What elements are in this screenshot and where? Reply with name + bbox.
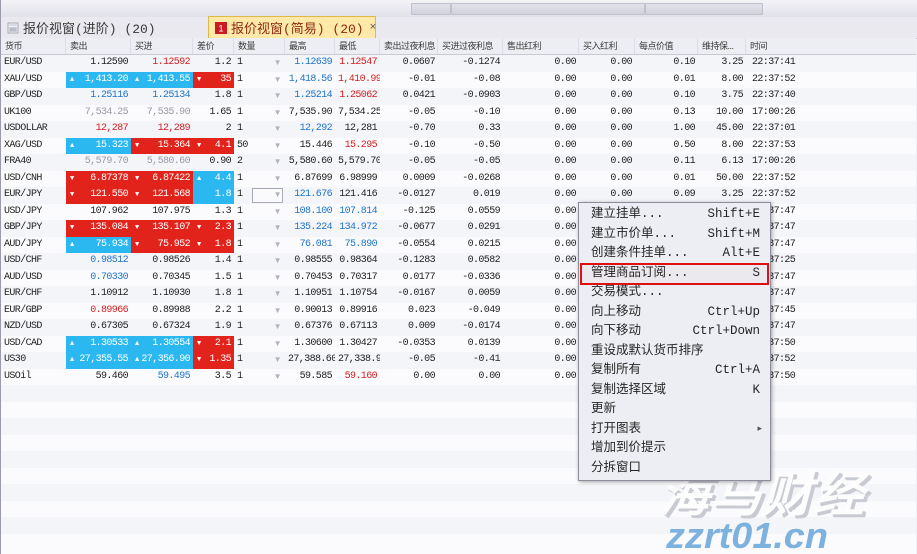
svg-text:1: 1 [218, 23, 223, 33]
